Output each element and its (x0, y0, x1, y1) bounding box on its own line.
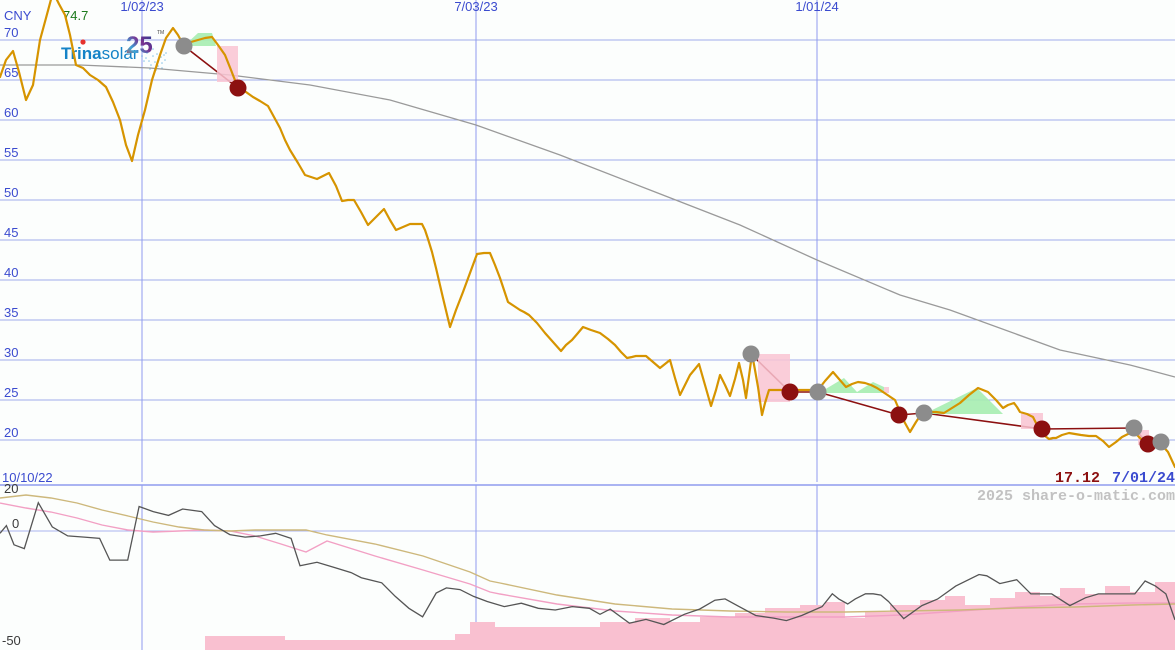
svg-text:7/03/23: 7/03/23 (454, 0, 497, 14)
svg-text:1/02/23: 1/02/23 (120, 0, 163, 14)
svg-text:0: 0 (12, 516, 19, 531)
svg-text:45: 45 (4, 225, 18, 240)
svg-text:2025 share-o-matic.com: 2025 share-o-matic.com (977, 488, 1175, 505)
svg-text:40: 40 (4, 265, 18, 280)
svg-text:50: 50 (4, 185, 18, 200)
svg-text:70: 70 (4, 25, 18, 40)
svg-text:55: 55 (4, 145, 18, 160)
svg-text:25: 25 (126, 32, 153, 59)
svg-text:17.12: 17.12 (1055, 470, 1100, 487)
svg-text:35: 35 (4, 305, 18, 320)
svg-text:7/01/24: 7/01/24 (1112, 470, 1175, 487)
svg-text:20: 20 (4, 481, 18, 496)
svg-text:20: 20 (4, 425, 18, 440)
svg-text:60: 60 (4, 105, 18, 120)
svg-text:-50: -50 (2, 633, 21, 648)
svg-text:25: 25 (4, 385, 18, 400)
svg-text:30: 30 (4, 345, 18, 360)
svg-text:1/01/24: 1/01/24 (795, 0, 838, 14)
svg-text:CNY: CNY (4, 8, 32, 23)
svg-text:65: 65 (4, 65, 18, 80)
svg-text:TM: TM (157, 30, 164, 36)
